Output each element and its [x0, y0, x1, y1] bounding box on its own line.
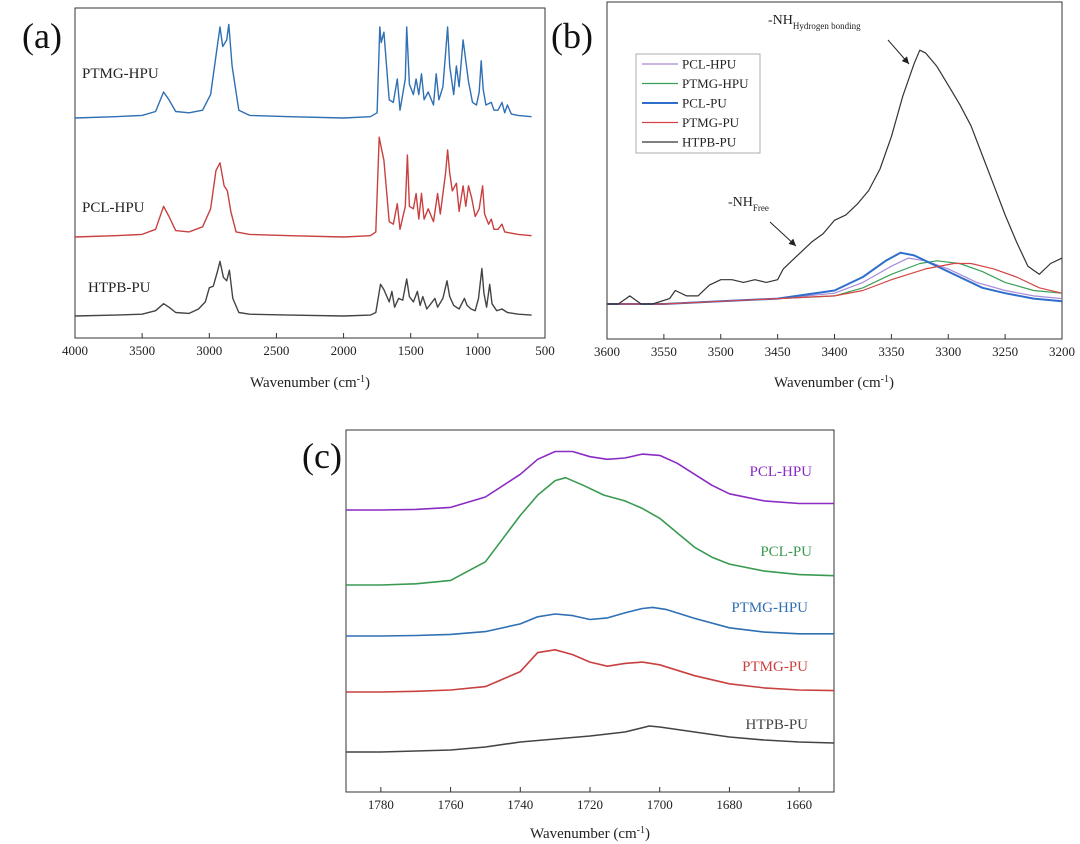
panel-a-label-htpb-pu: HTPB-PU	[88, 280, 151, 296]
panel-a-label: (a)	[22, 16, 62, 56]
panel-c-tick-label-1660: 1660	[786, 797, 812, 812]
annotation-free: -NHFree	[728, 195, 769, 213]
panel-b-frame	[606, 1, 1063, 340]
panel-a-tick-label-2500: 2500	[263, 343, 289, 358]
panel-a-frame	[74, 7, 546, 339]
annotation-arrowhead-hydrogen-bonding	[901, 56, 909, 64]
panel-b-xlabel: Wavenumber (cm-1)	[774, 374, 894, 392]
panel-c-label-ptmg-pu: PTMG-PU	[742, 659, 808, 675]
panel-b-tick-label-3250: 3250	[992, 344, 1018, 359]
panel-a-tick-label-3500: 3500	[129, 343, 155, 358]
panel-a-tick-label-3000: 3000	[196, 343, 222, 358]
panel-a-xlabel: Wavenumber (cm-1)	[250, 374, 370, 392]
panel-b-label: (b)	[551, 16, 593, 56]
legend-entry-ptmg-hpu: PTMG-HPU	[682, 76, 749, 91]
panel-b-tick-label-3200: 3200	[1049, 344, 1075, 359]
panel-c-curve-pcl-pu	[346, 476, 835, 586]
panel-c-label-pcl-hpu: PCL-HPU	[749, 464, 812, 480]
panel-b-tick-label-3600: 3600	[594, 344, 620, 359]
annotation-arrowhead-free	[788, 238, 796, 246]
panel-b-tick-label-3500: 3500	[708, 344, 734, 359]
panel-a-tick-label-1000: 1000	[465, 343, 491, 358]
panel-c-tick-label-1700: 1700	[647, 797, 673, 812]
panel-a-curve-htpb-pu	[74, 260, 532, 317]
panel-a-label-pcl-hpu: PCL-HPU	[82, 200, 145, 216]
panel-b-curve-ptmg-hpu	[607, 260, 1063, 305]
panel-c-curve-htpb-pu	[346, 725, 835, 753]
panel-c: (c) PCL-HPUPCL-PUPTMG-HPUPTMG-PUHTPB-PU …	[302, 429, 835, 843]
panel-c-tick-label-1780: 1780	[368, 797, 394, 812]
panel-c-curve-ptmg-pu	[346, 649, 835, 693]
panel-a-tick-label-4000: 4000	[62, 343, 88, 358]
panel-a-tick-label-2000: 2000	[331, 343, 357, 358]
panel-a-curve-pcl-hpu	[74, 136, 532, 238]
panel-b-tick-label-3550: 3550	[651, 344, 677, 359]
annotation-hydrogen-bonding: -NHHydrogen bonding	[768, 13, 861, 31]
panel-a-tick-label-1500: 1500	[398, 343, 424, 358]
panel-b-legend: PCL-HPU PTMG-HPU PCL-PU PTMG-PU HTPB-PU	[635, 53, 761, 154]
panel-b-tick-label-3450: 3450	[765, 344, 791, 359]
panel-c-xlabel: Wavenumber (cm-1)	[530, 825, 650, 843]
panel-c-tick-label-1680: 1680	[716, 797, 742, 812]
legend-entry-ptmg-pu: PTMG-PU	[682, 115, 740, 130]
panel-a-tick-label-500: 500	[535, 343, 555, 358]
panel-b-curve-htpb-pu	[607, 49, 1063, 305]
legend-entry-pcl-hpu: PCL-HPU	[682, 57, 737, 72]
panel-b-tick-label-3400: 3400	[822, 344, 848, 359]
panel-a-label-ptmg-hpu: PTMG-HPU	[82, 66, 159, 82]
panel-a-curve-ptmg-hpu	[74, 23, 532, 119]
panel-b-curve-pcl-hpu	[607, 257, 1063, 305]
panel-c-tick-label-1740: 1740	[507, 797, 533, 812]
legend-entry-pcl-pu: PCL-PU	[682, 96, 727, 111]
panel-a: (a) PTMG-HPU PCL-HPU HTPB-PU 4000 3500 3000 2…	[22, 7, 555, 392]
panel-b: (b) 3600 3550 3500 3450 3400 3350 3300 3250 3200…	[551, 1, 1075, 392]
panel-c-tick-label-1760: 1760	[438, 797, 464, 812]
panel-c-label-ptmg-hpu: PTMG-HPU	[731, 600, 808, 616]
panel-b-tick-label-3350: 3350	[878, 344, 904, 359]
panel-c-label-htpb-pu: HTPB-PU	[745, 717, 808, 733]
panel-c-label: (c)	[302, 436, 342, 476]
panel-c-tick-label-1720: 1720	[577, 797, 603, 812]
panel-c-curve-pcl-hpu	[346, 450, 834, 511]
panel-c-curve-ptmg-hpu	[346, 606, 834, 637]
panel-b-curve-ptmg-pu	[607, 262, 1063, 305]
panel-b-tick-label-3300: 3300	[935, 344, 961, 359]
panel-c-label-pcl-pu: PCL-PU	[760, 544, 812, 560]
legend-entry-htpb-pu: HTPB-PU	[682, 135, 737, 150]
